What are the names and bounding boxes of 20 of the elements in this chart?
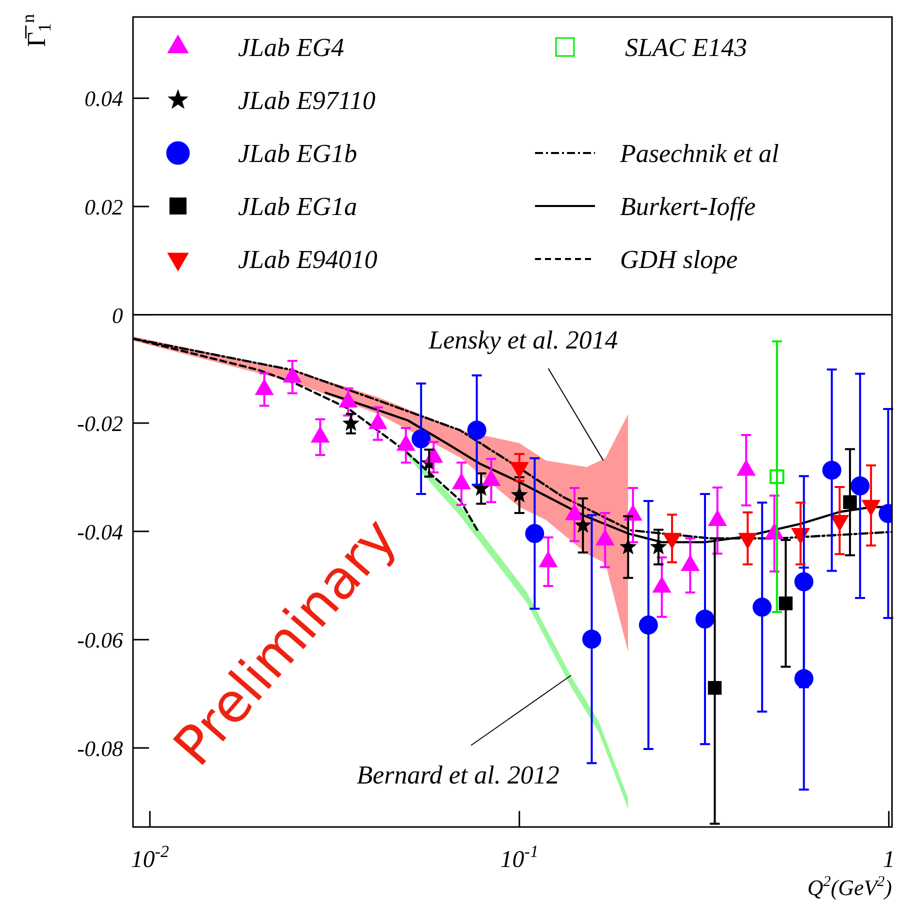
legend-label: GDH slope [620, 245, 738, 274]
y-tick-label: -0.08 [77, 736, 123, 761]
y-tick-label: -0.04 [77, 519, 123, 544]
legend-label: JLab E94010 [238, 245, 378, 274]
legend-label: Pasechnik et al [619, 139, 779, 168]
y-tick-label: -0.02 [77, 411, 123, 436]
legend-label: JLab EG1b [238, 139, 358, 168]
y-axis-title: Γ̅1n [18, 14, 55, 47]
legend-label: Burkert-Ioffe [620, 192, 756, 221]
x-tick-label: 1 [882, 847, 895, 873]
legend-label: JLab E97110 [238, 86, 376, 115]
y-tick-label: 0.02 [84, 194, 123, 220]
annotation: Bernard et al. 2012 [356, 760, 560, 790]
legend-label: JLab EG1a [238, 192, 358, 221]
annotation: Lensky et al. 2014 [428, 325, 618, 354]
legend-label: SLAC E143 [625, 33, 748, 62]
y-tick-label: -0.06 [77, 628, 123, 653]
y-tick-label: 0 [112, 302, 123, 328]
y-tick-label: 0.04 [84, 86, 123, 112]
legend-label: JLab EG4 [238, 33, 344, 62]
